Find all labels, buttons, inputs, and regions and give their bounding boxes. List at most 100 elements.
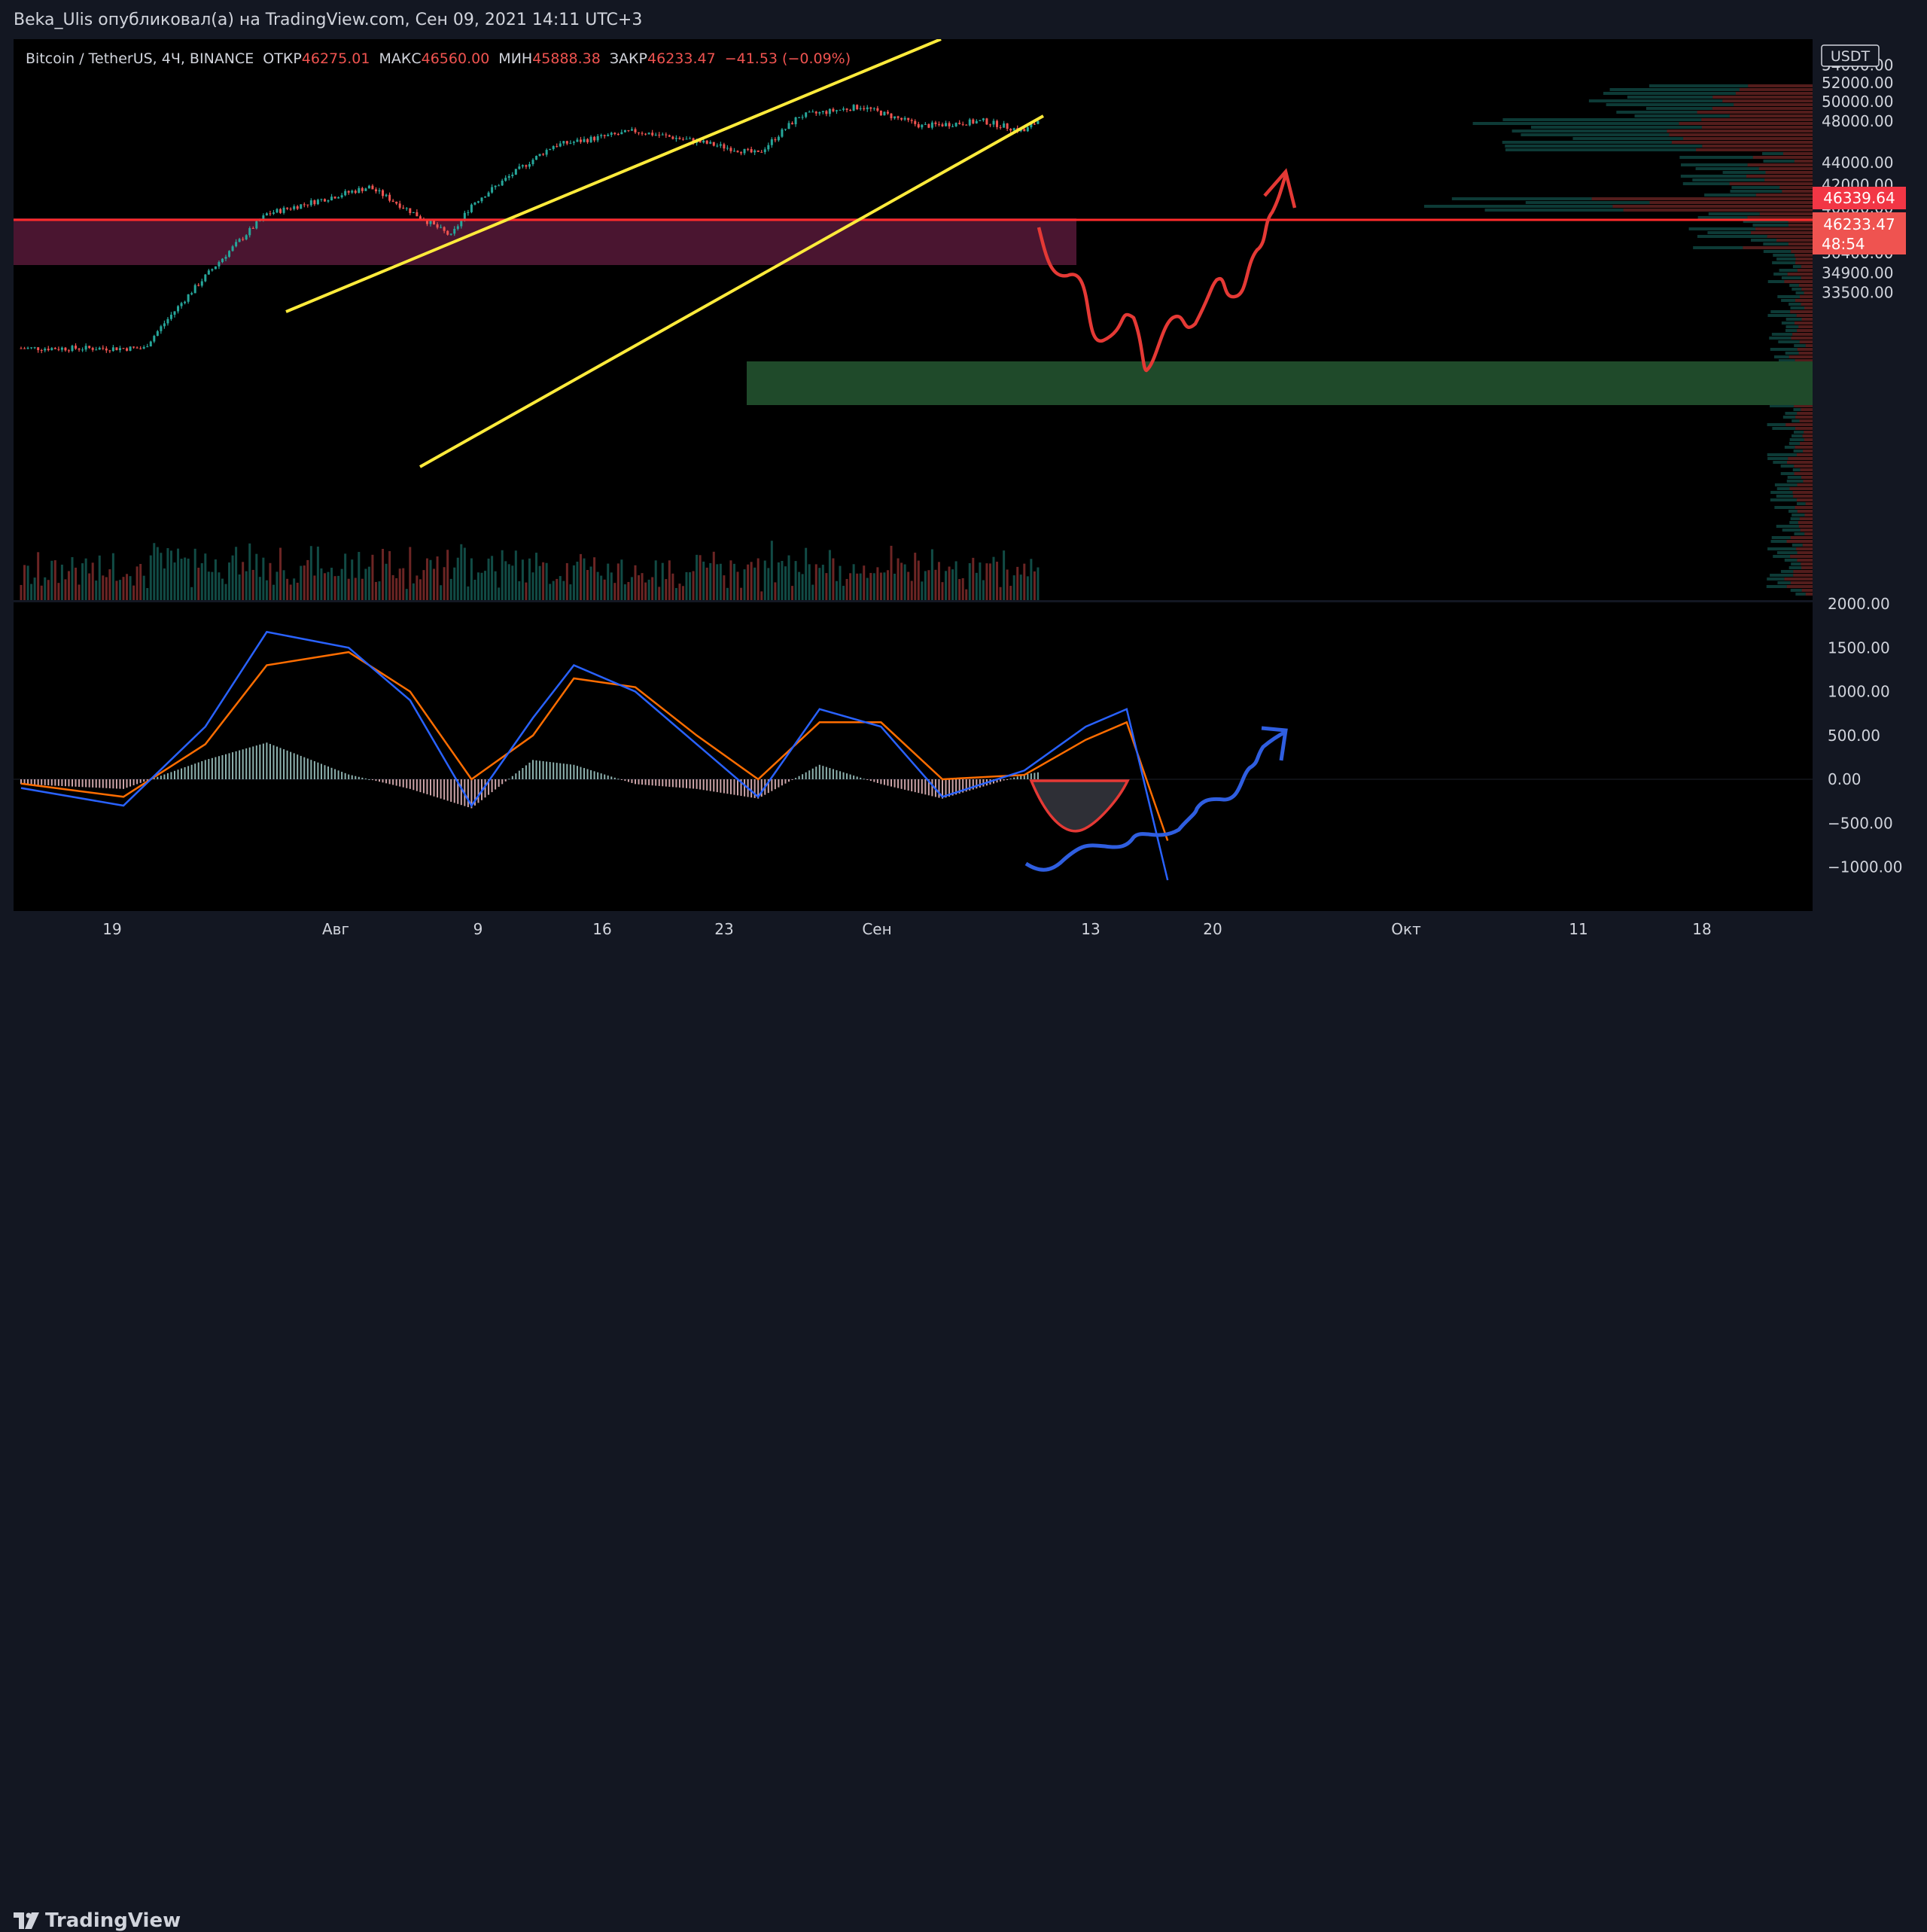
macd-histogram-bar	[655, 779, 657, 786]
macd-histogram-bar	[706, 779, 708, 791]
price-tick-label: 34900.00	[1822, 264, 1893, 282]
volume-bar	[95, 581, 98, 600]
macd-histogram-bar	[620, 779, 623, 780]
bar-countdown-text: 48:54	[1822, 235, 1865, 253]
candle-body	[814, 111, 817, 114]
volume-bar	[692, 571, 695, 600]
volume-profile-bar	[1797, 483, 1813, 486]
candle-body	[576, 139, 579, 142]
resistance-zone	[14, 218, 1076, 265]
volume-bar	[774, 582, 777, 600]
candle-body	[531, 160, 534, 165]
volume-bar	[569, 584, 572, 600]
volume-bar	[968, 562, 971, 600]
price-axis[interactable]: 54000.0052000.0050000.0048000.0044000.00…	[1813, 39, 1927, 947]
volume-profile-bar	[1609, 88, 1740, 91]
macd-forecast-path[interactable]	[1024, 730, 1287, 872]
candle-body	[416, 212, 419, 217]
candle-body	[774, 139, 777, 141]
channel-lower-line[interactable]	[419, 114, 1044, 468]
macd-histogram-bar	[753, 779, 756, 798]
candle-body	[214, 266, 217, 270]
volume-bar	[306, 559, 309, 600]
macd-histogram-bar	[808, 770, 811, 779]
candle-body	[163, 323, 166, 327]
candle-body	[351, 190, 354, 193]
candle-body	[235, 242, 238, 247]
volume-profile-bar	[1763, 160, 1795, 163]
volume-bar	[40, 585, 43, 600]
volume-bar	[67, 571, 70, 600]
volume-profile-bar	[1612, 205, 1813, 208]
candle-body	[811, 111, 814, 113]
macd-signal-line	[20, 651, 1169, 841]
macd-histogram-bar	[348, 774, 350, 779]
volume-bar	[105, 577, 108, 600]
channel-upper-line[interactable]	[285, 38, 942, 313]
volume-profile-bar	[1773, 355, 1789, 358]
macd-histogram-bar	[744, 779, 746, 797]
legend-close-label: ЗАКР	[610, 50, 647, 67]
tradingview-logo[interactable]: TradingView	[14, 1909, 181, 1932]
candle-body	[784, 129, 787, 130]
candle-body	[53, 348, 56, 349]
macd-histogram-bar	[948, 779, 951, 797]
candle-body	[992, 120, 995, 125]
volume-bar	[979, 562, 982, 600]
volume-bar	[750, 562, 753, 600]
volume-bar	[333, 576, 336, 600]
macd-histogram-bar	[443, 779, 446, 800]
candle-body	[498, 185, 501, 187]
volume-bar	[897, 558, 900, 600]
volume-bar	[835, 581, 838, 600]
candle-body	[914, 120, 917, 124]
candle-body	[835, 110, 838, 111]
volume-profile-bar	[1798, 521, 1813, 524]
macd-histogram-bar	[907, 779, 909, 791]
candle-body	[600, 135, 603, 136]
support-zone[interactable]	[747, 361, 1813, 405]
price-tick-labels: 54000.0052000.0050000.0048000.0044000.00…	[1822, 56, 1893, 301]
macd-histogram-bar	[129, 779, 132, 787]
candle-body	[856, 105, 859, 109]
volume-profile-bar	[1788, 510, 1798, 513]
macd-histogram-bar	[242, 749, 244, 779]
candlestick-series	[20, 104, 1040, 354]
price-forecast-path[interactable]	[1037, 174, 1288, 373]
macd-histogram-bar	[501, 779, 504, 785]
candle-body	[429, 221, 432, 224]
volume-profile-bar	[1796, 502, 1806, 505]
volume-bar	[696, 554, 699, 600]
candle-body	[562, 141, 565, 144]
volume-profile-bar	[1790, 581, 1813, 584]
time-axis[interactable]: 19 Авг 9 16 23 Сен 13 20 Окт 11 18	[14, 911, 1813, 947]
volume-bar	[603, 579, 606, 600]
volume-bar	[320, 568, 323, 600]
volume-bar	[531, 572, 534, 600]
candle-body	[193, 285, 196, 294]
macd-histogram-bar	[849, 774, 851, 779]
volume-profile-bar	[1792, 434, 1803, 437]
volume-profile-bar	[1791, 562, 1801, 565]
candle-body	[644, 133, 647, 135]
candle-body	[736, 151, 739, 153]
volume-profile-bar	[1804, 438, 1813, 441]
volume-profile-bar	[1797, 329, 1813, 332]
chart-svg[interactable]: Bitcoin / TetherUS, 4Ч, BINANCE ОТКР46275…	[14, 38, 1813, 947]
volume-profile-bar	[1785, 325, 1799, 328]
candle-body	[453, 229, 456, 234]
chart-area[interactable]: Bitcoin / TetherUS, 4Ч, BINANCE ОТКР46275…	[14, 38, 1813, 947]
candle-body	[849, 109, 852, 111]
volume-bar	[78, 584, 81, 600]
candle-body	[47, 349, 50, 351]
volume-bar	[787, 555, 790, 600]
volume-profile-bar	[1798, 284, 1813, 287]
macd-histogram-bar	[760, 779, 763, 797]
macd-histogram-bar	[1006, 779, 1009, 780]
macd-histogram-bar	[945, 779, 947, 798]
macd-histogram-bar	[44, 779, 46, 785]
candle-body	[954, 123, 957, 126]
candle-body	[95, 349, 98, 351]
volume-bar	[770, 541, 773, 600]
volume-profile-bar	[1773, 461, 1787, 464]
